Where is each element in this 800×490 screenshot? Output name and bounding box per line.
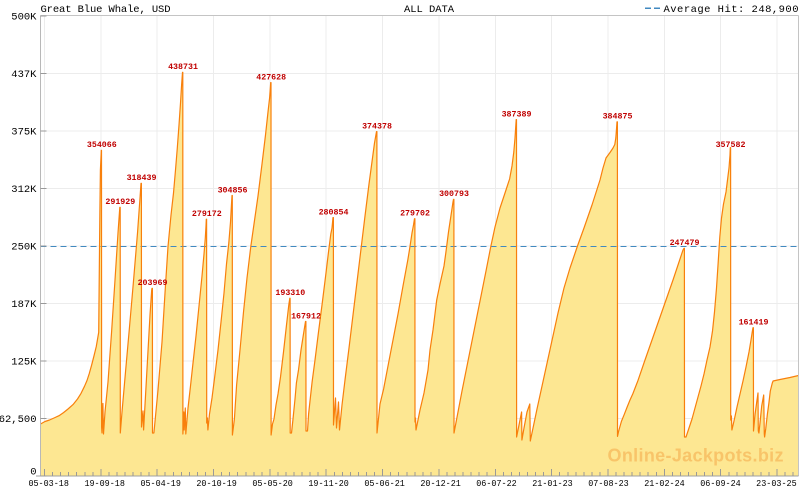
svg-text:375K: 375K	[11, 127, 37, 139]
svg-text:Online-Jackpots.biz: Online-Jackpots.biz	[608, 446, 784, 466]
svg-text:06-07-22: 06-07-22	[476, 479, 517, 489]
svg-text:203969: 203969	[138, 279, 168, 288]
svg-text:20-12-21: 20-12-21	[420, 479, 461, 489]
svg-text:05-06-21: 05-06-21	[364, 479, 405, 489]
svg-text:20-10-19: 20-10-19	[196, 479, 237, 489]
svg-text:247479: 247479	[670, 239, 700, 248]
svg-text:19-11-20: 19-11-20	[308, 479, 349, 489]
svg-text:312K: 312K	[11, 184, 37, 196]
svg-text:250K: 250K	[11, 242, 37, 254]
svg-text:167912: 167912	[291, 312, 321, 321]
svg-text:Average Hit: 248,900: Average Hit: 248,900	[664, 4, 799, 16]
svg-text:500K: 500K	[11, 12, 37, 24]
svg-text:21-01-23: 21-01-23	[532, 479, 573, 489]
svg-text:125K: 125K	[11, 357, 37, 369]
svg-text:387389: 387389	[502, 110, 532, 119]
svg-text:357582: 357582	[716, 141, 746, 150]
svg-text:427628: 427628	[256, 73, 286, 82]
svg-text:05-03-18: 05-03-18	[28, 479, 69, 489]
svg-text:279172: 279172	[192, 210, 222, 219]
svg-text:438731: 438731	[168, 63, 198, 72]
svg-text:06-09-24: 06-09-24	[700, 479, 741, 489]
svg-text:280854: 280854	[319, 208, 349, 217]
svg-text:05-04-19: 05-04-19	[140, 479, 181, 489]
svg-text:21-02-24: 21-02-24	[644, 479, 685, 489]
svg-text:0: 0	[30, 467, 36, 479]
svg-text:279702: 279702	[400, 210, 430, 219]
svg-text:23-03-25: 23-03-25	[756, 479, 797, 489]
svg-text:304856: 304856	[218, 186, 248, 195]
svg-text:187K: 187K	[11, 299, 37, 311]
svg-text:374378: 374378	[362, 122, 392, 131]
svg-text:384875: 384875	[603, 113, 633, 122]
svg-text:19-09-18: 19-09-18	[84, 479, 125, 489]
svg-text:318439: 318439	[127, 174, 157, 183]
svg-text:161419: 161419	[739, 318, 769, 327]
svg-text:193310: 193310	[275, 289, 305, 298]
svg-text:437K: 437K	[11, 69, 37, 81]
svg-text:05-05-20: 05-05-20	[252, 479, 293, 489]
svg-text:62,500: 62,500	[0, 414, 37, 426]
svg-text:300793: 300793	[439, 190, 469, 199]
svg-text:354066: 354066	[87, 141, 117, 150]
svg-text:Great Blue Whale, USD: Great Blue Whale, USD	[41, 4, 171, 16]
svg-text:07-08-23: 07-08-23	[588, 479, 629, 489]
svg-text:ALL DATA: ALL DATA	[404, 4, 455, 16]
svg-text:291929: 291929	[105, 198, 135, 207]
